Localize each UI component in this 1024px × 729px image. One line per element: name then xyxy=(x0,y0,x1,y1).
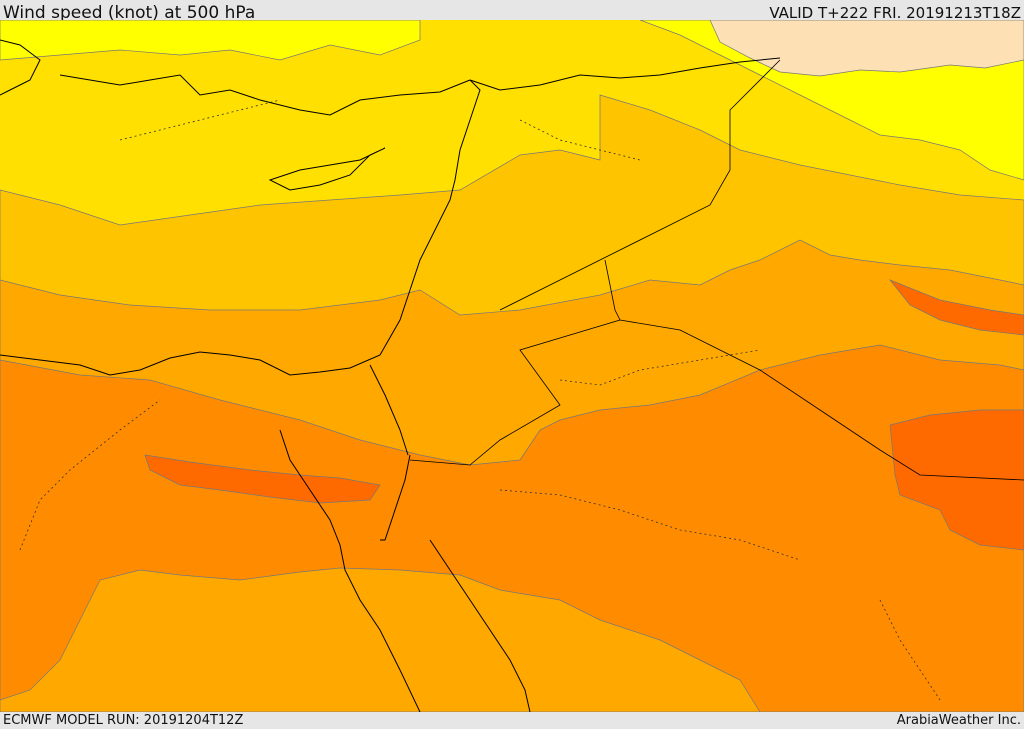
province-borders xyxy=(19,99,941,701)
footer-bar: ECMWF MODEL RUN: 20191204T12Z ArabiaWeat… xyxy=(0,712,1024,729)
chart-title: Wind speed (knot) at 500 hPa xyxy=(3,3,256,23)
header-bar: Wind speed (knot) at 500 hPa VALID T+222… xyxy=(0,0,1024,23)
valid-time-label: VALID T+222 FRI. 20191213T18Z xyxy=(769,4,1021,22)
shading-patch-dark-orange-sinai xyxy=(144,454,381,504)
country-borders xyxy=(409,59,1024,481)
wind-speed-map xyxy=(0,20,1024,712)
shading-patch-dark-orange-east xyxy=(889,409,1024,551)
model-run-label: ECMWF MODEL RUN: 20191204T12Z xyxy=(3,713,244,728)
shading-band-orange xyxy=(0,344,1024,712)
shading-band-bright-yellow-nw xyxy=(0,20,421,61)
shading-band-peach xyxy=(709,20,1024,77)
map-svg xyxy=(0,20,1024,712)
coastlines xyxy=(0,39,781,712)
shading-patch-dark-orange-gulf xyxy=(888,279,1024,336)
credit-label: ArabiaWeather Inc. xyxy=(896,713,1021,728)
